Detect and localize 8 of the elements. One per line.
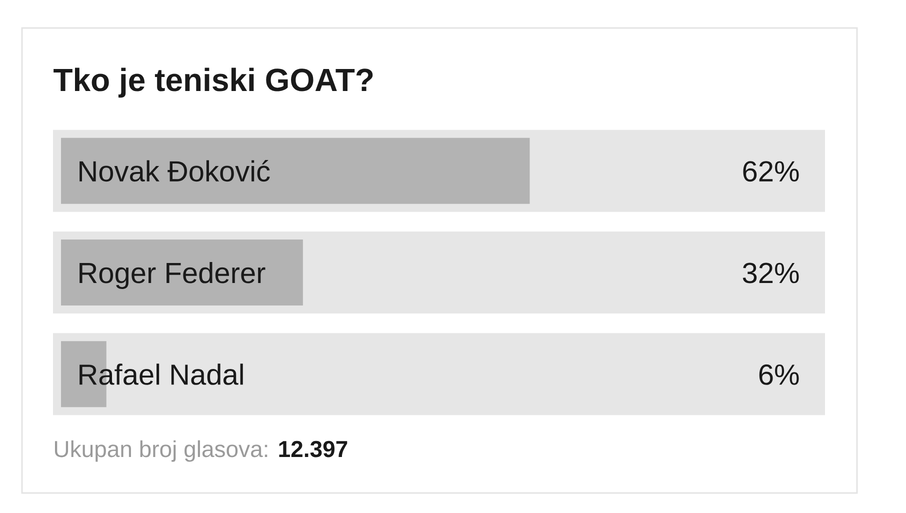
chart-title: Tko je teniski GOAT?: [54, 68, 373, 98]
text: Ukupan broj glasova: 12.397: [54, 440, 348, 462]
y-tick-label: Roger Federer: [80, 262, 266, 290]
data-label: 62%: [743, 161, 799, 182]
data-label: 6%: [759, 364, 799, 385]
y-tick-label: Novak Đoković: [80, 160, 270, 182]
y-tick-label: Rafael Nadal: [80, 364, 243, 385]
data-label: 32%: [742, 262, 799, 284]
